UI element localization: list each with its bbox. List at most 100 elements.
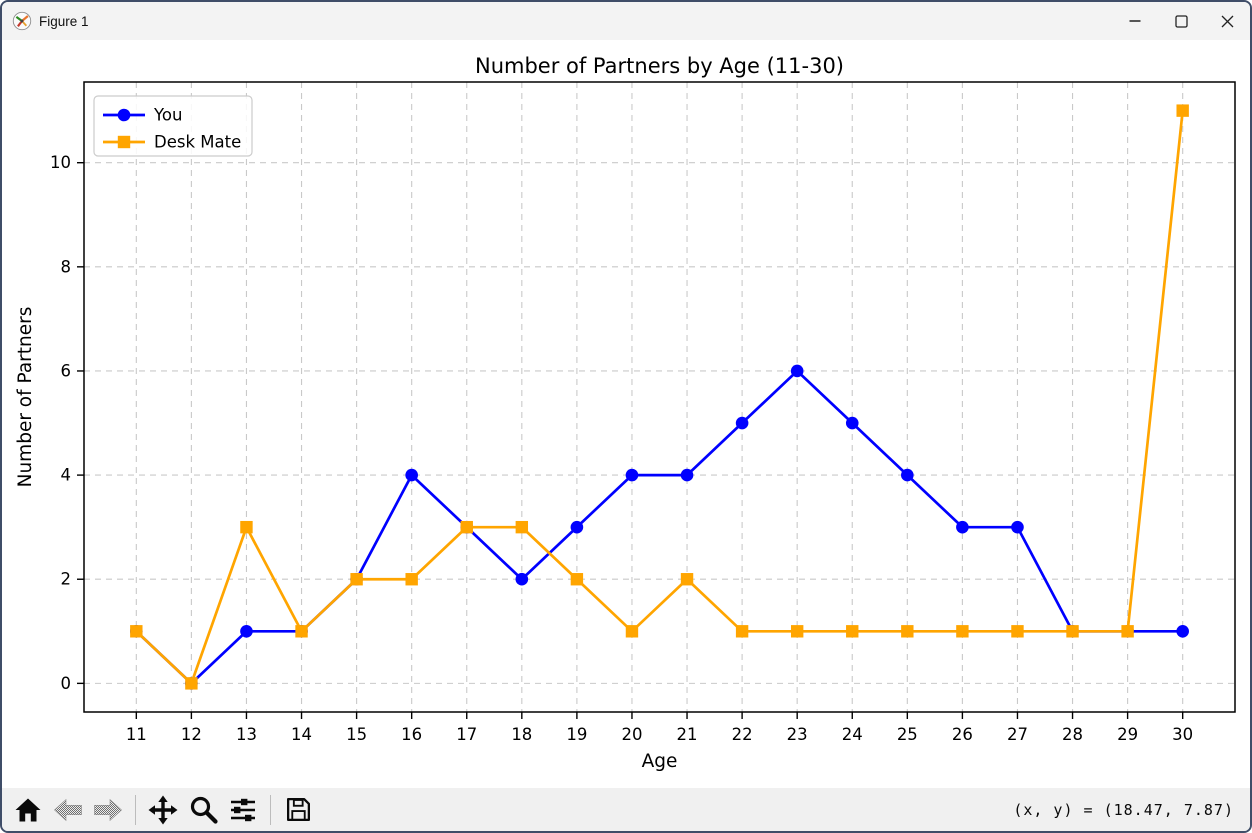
data-point: [515, 572, 529, 586]
data-point: [1066, 625, 1079, 638]
data-point: [130, 625, 143, 638]
legend-label: Desk Mate: [154, 133, 241, 152]
x-tick-label: 30: [1172, 725, 1193, 744]
y-tick-label: 0: [61, 674, 72, 693]
x-tick-label: 28: [1062, 725, 1083, 744]
forward-button[interactable]: [88, 790, 128, 830]
minimize-icon: [1129, 20, 1141, 22]
y-tick-label: 6: [61, 361, 72, 380]
y-tick-label: 4: [61, 466, 72, 485]
data-point: [1176, 104, 1189, 117]
window-title: Figure 1: [39, 13, 89, 29]
y-axis-label: Number of Partners: [15, 307, 36, 488]
x-tick-label: 15: [346, 725, 367, 744]
matplotlib-logo-icon: [12, 11, 32, 31]
data-point: [956, 520, 969, 534]
x-tick-label: 21: [677, 725, 698, 744]
data-point: [846, 625, 859, 638]
forward-arrow-icon: [94, 798, 122, 821]
save-button[interactable]: [278, 790, 318, 830]
data-point: [735, 416, 749, 430]
data-point: [901, 468, 914, 482]
x-tick-label: 26: [952, 725, 973, 744]
legend-marker: [117, 135, 131, 149]
x-tick-label: 24: [842, 725, 863, 744]
data-point: [790, 625, 804, 638]
data-point: [625, 468, 639, 482]
x-axis-label: Age: [642, 751, 678, 772]
data-point: [1011, 625, 1024, 638]
toolbar-separator: [135, 794, 136, 825]
data-point: [240, 520, 253, 534]
data-point: [625, 625, 639, 638]
x-tick-label: 29: [1117, 725, 1138, 744]
x-tick-label: 19: [566, 725, 587, 744]
data-point: [1011, 520, 1024, 534]
data-point: [460, 520, 473, 534]
sliders-icon: [231, 798, 255, 821]
figure-background: [2, 40, 1250, 788]
legend: You Desk Mate: [93, 95, 253, 157]
data-point: [1176, 624, 1189, 638]
data-point: [790, 364, 804, 378]
data-point: [185, 677, 198, 690]
chart-canvas[interactable]: 11 12 13 14 15 16 17 18 19 20 21 22 23 24 25 26 27 28 29 30…: [2, 40, 1250, 788]
data-point: [515, 520, 529, 534]
home-button[interactable]: [8, 790, 48, 830]
axes-frame: [83, 81, 1236, 713]
zoom-magnifier-icon: [190, 796, 218, 824]
close-icon: [1221, 15, 1233, 27]
data-point: [735, 625, 749, 638]
data-point: [1121, 625, 1134, 638]
y-tick-label: 2: [61, 570, 72, 589]
data-point: [295, 625, 308, 638]
x-tick-label: 23: [787, 725, 808, 744]
save-floppy-icon: [286, 798, 310, 821]
x-tick-label: 27: [1007, 725, 1028, 744]
configure-subplots-button[interactable]: [223, 790, 263, 830]
legend-label: You: [153, 106, 182, 125]
pan-button[interactable]: [143, 790, 183, 830]
title-bar[interactable]: Figure 1: [2, 2, 1250, 40]
toolbar-separator: [270, 794, 271, 825]
x-tick-label: 18: [511, 725, 532, 744]
close-button[interactable]: [1204, 2, 1250, 40]
y-tick-label: 10: [50, 153, 71, 172]
data-point: [240, 624, 253, 638]
data-point: [680, 573, 694, 586]
back-arrow-icon: [54, 798, 82, 821]
back-button[interactable]: [48, 790, 88, 830]
y-tick-label: 8: [61, 257, 72, 276]
x-tick-label: 12: [181, 725, 202, 744]
data-point: [845, 416, 859, 430]
x-tick-label: 11: [126, 725, 147, 744]
x-tick-label: 16: [401, 725, 422, 744]
data-point: [680, 468, 694, 482]
figure-canvas-area: 11 12 13 14 15 16 17 18 19 20 21 22 23 24 25 26 27 28 29 30…: [2, 40, 1250, 788]
navigation-toolbar: (x, y) = (18.47, 7.87): [2, 788, 1250, 831]
x-tick-label: 25: [897, 725, 918, 744]
legend-marker: [117, 108, 131, 122]
series-line-desk-mate: [135, 110, 1185, 685]
x-tick-label: 17: [456, 725, 477, 744]
cursor-coordinates: (x, y) = (18.47, 7.87): [1013, 800, 1234, 819]
maximize-button[interactable]: [1158, 2, 1204, 40]
x-tick-label: 22: [732, 725, 753, 744]
chart-title: Number of Partners by Age (11-30): [475, 54, 844, 78]
zoom-button[interactable]: [183, 790, 223, 830]
data-point: [350, 573, 363, 586]
x-tick-label: 14: [291, 725, 312, 744]
home-icon: [15, 798, 41, 821]
data-point: [901, 625, 914, 638]
data-point: [570, 520, 584, 534]
minimize-button[interactable]: [1112, 2, 1158, 40]
x-tick-label: 20: [621, 725, 642, 744]
data-point: [570, 573, 584, 586]
pan-axes-icon: [148, 795, 178, 824]
maximize-icon: [1174, 14, 1188, 28]
data-point: [405, 573, 418, 586]
data-point: [956, 625, 969, 638]
data-point: [405, 468, 418, 482]
x-tick-label: 13: [236, 725, 257, 744]
